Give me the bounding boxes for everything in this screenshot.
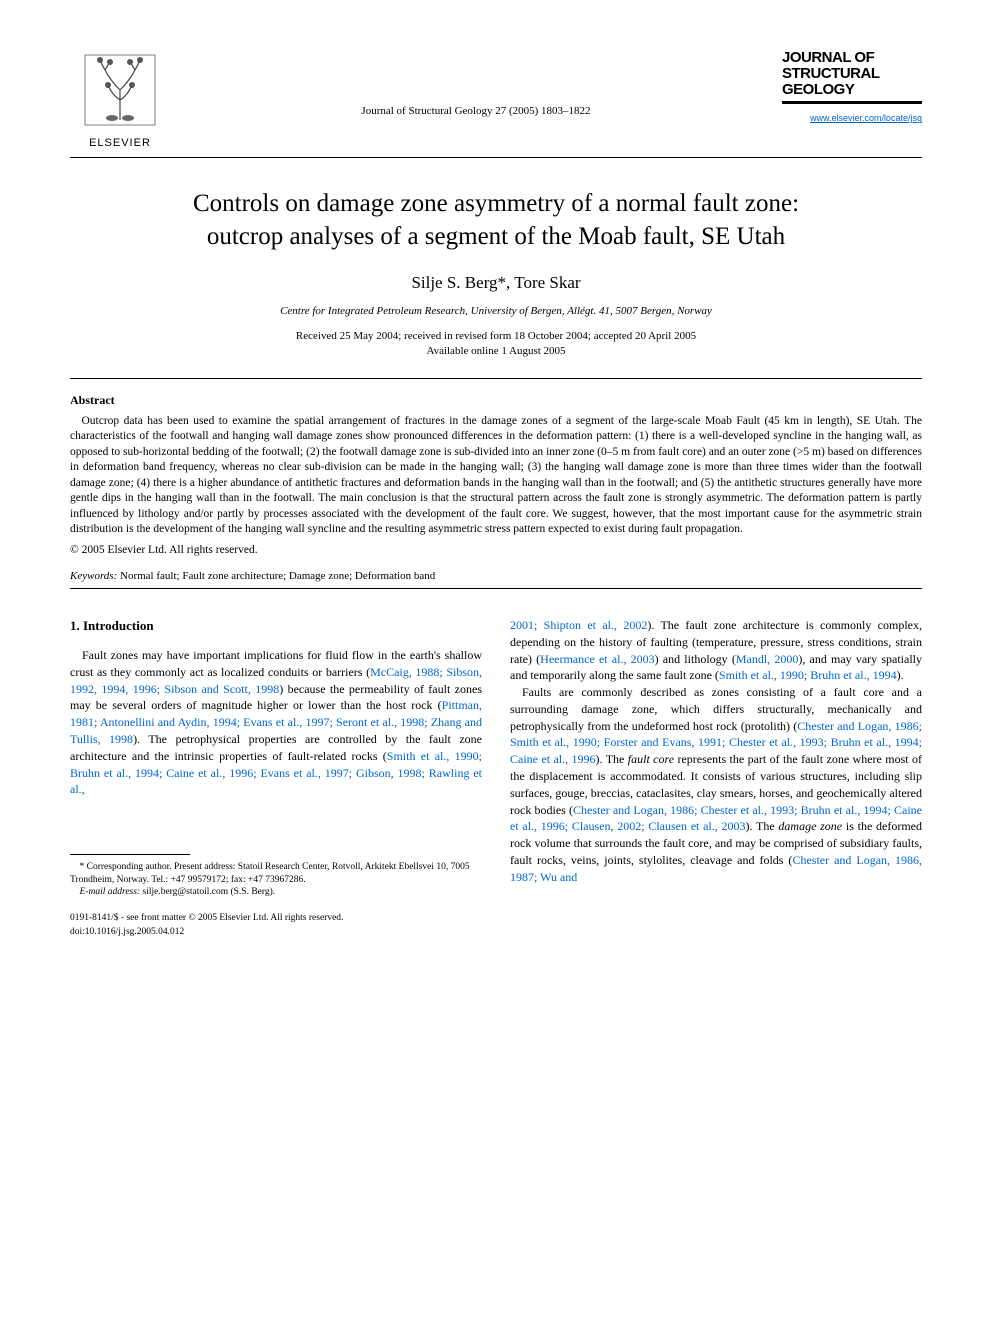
intro-para-1-right: 2001; Shipton et al., 2002). The fault z… <box>510 617 922 684</box>
publisher-name: ELSEVIER <box>70 137 170 149</box>
dates-received: Received 25 May 2004; received in revise… <box>296 330 696 342</box>
abstract-copyright: © 2005 Elsevier Ltd. All rights reserved… <box>70 544 922 556</box>
intro-para-1-left: Fault zones may have important implicati… <box>70 647 482 798</box>
section-1-heading: 1. Introduction <box>70 617 482 635</box>
citation-link[interactable]: Mandl, 2000 <box>736 652 799 666</box>
issn-line: 0191-8141/$ - see front matter © 2005 El… <box>70 912 343 925</box>
journal-logo-text: JOURNAL OF STRUCTURAL GEOLOGY <box>782 50 922 104</box>
body-columns: 1. Introduction Fault zones may have imp… <box>70 617 922 939</box>
abstract-divider-bottom <box>70 588 922 589</box>
publisher-block: ELSEVIER <box>70 50 170 149</box>
abstract-divider-top <box>70 378 922 379</box>
citation-link[interactable]: 2001; Shipton et al., 2002 <box>510 618 647 632</box>
title-line2: outcrop analyses of a segment of the Moa… <box>207 223 785 250</box>
elsevier-tree-icon <box>80 50 160 130</box>
abstract-body: Outcrop data has been used to examine th… <box>70 414 922 538</box>
journal-reference: Journal of Structural Geology 27 (2005) … <box>170 50 782 117</box>
journal-logo-block: JOURNAL OF STRUCTURAL GEOLOGY www.elsevi… <box>782 50 922 126</box>
email-address: silje.berg@statoil.com (S.S. Berg). <box>140 887 275 897</box>
footnote-corr: * Corresponding author. Present address:… <box>70 861 482 886</box>
journal-logo-line3: GEOLOGY <box>782 82 922 98</box>
abstract-heading: Abstract <box>70 393 922 408</box>
keywords-label: Keywords: <box>70 570 117 582</box>
title-line1: Controls on damage zone asymmetry of a n… <box>193 190 799 217</box>
header-divider <box>70 157 922 158</box>
keywords-line: Keywords: Normal fault; Fault zone archi… <box>70 570 922 582</box>
article-dates: Received 25 May 2004; received in revise… <box>70 329 922 360</box>
dates-online: Available online 1 August 2005 <box>426 345 565 357</box>
footer-row: 0191-8141/$ - see front matter © 2005 El… <box>70 912 482 939</box>
citation-link[interactable]: Heermance et al., 2003 <box>540 652 654 666</box>
affiliation: Centre for Integrated Petroleum Research… <box>70 305 922 317</box>
left-column: 1. Introduction Fault zones may have imp… <box>70 617 482 939</box>
journal-logo-line1: JOURNAL OF <box>782 50 922 66</box>
citation-link[interactable]: Smith et al., 1990; Bruhn et al., 1994 <box>719 668 897 682</box>
footnote-email: E-mail address: silje.berg@statoil.com (… <box>70 886 482 898</box>
journal-url-link[interactable]: www.elsevier.com/locate/jsg <box>810 113 922 123</box>
term-damage-zone: damage zone <box>778 819 842 833</box>
doi-line: doi:10.1016/j.jsg.2005.04.012 <box>70 926 343 939</box>
corresponding-author-footnote: * Corresponding author. Present address:… <box>70 861 482 898</box>
footer-left: 0191-8141/$ - see front matter © 2005 El… <box>70 912 343 939</box>
intro-para-2: Faults are commonly described as zones c… <box>510 684 922 886</box>
term-fault-core: fault core <box>628 752 674 766</box>
right-column: 2001; Shipton et al., 2002). The fault z… <box>510 617 922 939</box>
page-header: ELSEVIER Journal of Structural Geology 2… <box>70 50 922 149</box>
article-title: Controls on damage zone asymmetry of a n… <box>70 188 922 253</box>
journal-logo-line2: STRUCTURAL <box>782 66 922 82</box>
footnote-divider <box>70 854 190 855</box>
keywords-text: Normal fault; Fault zone architecture; D… <box>117 570 435 582</box>
authors: Silje S. Berg*, Tore Skar <box>70 273 922 293</box>
email-label: E-mail address: <box>80 887 141 897</box>
